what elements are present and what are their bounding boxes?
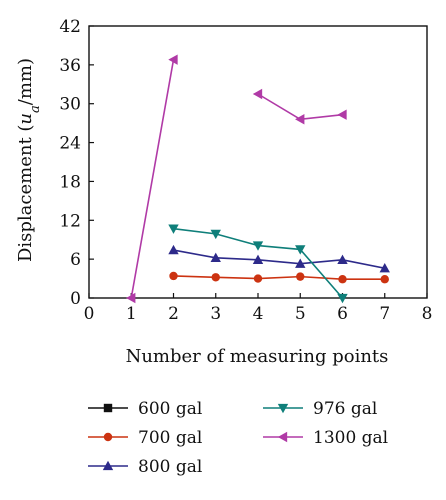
series-layer	[126, 54, 390, 304]
data-point-800-gal	[210, 252, 221, 263]
data-point-1300-gal	[337, 109, 347, 120]
data-point-700-gal	[338, 275, 347, 284]
y-tick-label: 0	[70, 289, 81, 309]
x-tick-label: 2	[168, 304, 179, 324]
legend-label: 600 gal	[138, 399, 202, 419]
legend-marker	[277, 431, 288, 443]
y-tick-label: 42	[59, 17, 81, 37]
legend-item-1300-gal: 1300 gal	[263, 428, 388, 448]
data-point-700-gal	[253, 274, 263, 283]
y-tick-label: 24	[59, 134, 81, 154]
data-point-976-gal	[337, 293, 348, 304]
x-tick-label: 7	[379, 304, 390, 324]
data-point-700-gal	[380, 275, 389, 284]
data-point-700-gal	[211, 273, 220, 282]
data-point-800-gal	[168, 244, 179, 255]
x-tick-label: 5	[295, 304, 306, 324]
legend-item-976-gal: 976 gal	[263, 399, 377, 419]
y-tick-label: 30	[59, 95, 81, 115]
data-point-976-gal	[210, 229, 221, 240]
legend-label: 700 gal	[138, 428, 202, 448]
data-point-800-gal	[337, 254, 348, 264]
y-tick-label: 36	[59, 56, 81, 76]
y-tick-label: 6	[70, 250, 81, 270]
series-line-700-gal	[173, 275, 385, 281]
x-tick-label: 0	[84, 304, 95, 324]
legend: 600 gal 700 gal 800 gal 976 gal 1300 gal	[88, 399, 388, 477]
data-point-700-gal	[169, 271, 178, 281]
series-line-1300-gal	[257, 93, 343, 121]
legend-item-800-gal: 800 gal	[88, 457, 202, 477]
y-tick-label: 12	[59, 211, 81, 231]
series-800-gal	[168, 244, 390, 273]
y-tick-label: 18	[59, 172, 81, 192]
legend-marker	[102, 460, 114, 471]
data-point-1300-gal	[126, 292, 136, 304]
data-point-1300-gal	[295, 114, 305, 125]
legend-item-700-gal: 700 gal	[88, 428, 202, 448]
legend-marker	[103, 432, 113, 442]
x-axis-label: Number of measuring points	[126, 346, 389, 367]
data-point-800-gal	[295, 258, 306, 268]
series-1300-gal	[126, 54, 347, 304]
series-line-1300-gal	[130, 59, 175, 299]
y-axis-label: Displacement (ua/mm)	[15, 58, 43, 262]
legend-label: 1300 gal	[313, 428, 388, 448]
series-line-800-gal	[173, 249, 385, 269]
x-tick-label: 3	[210, 304, 221, 324]
x-tick-label: 6	[337, 304, 348, 324]
data-point-800-gal	[252, 254, 264, 264]
legend-marker	[103, 403, 113, 413]
data-point-1300-gal	[168, 54, 178, 65]
data-point-700-gal	[296, 272, 305, 281]
series-700-gal	[169, 271, 389, 284]
legend-label: 800 gal	[138, 457, 202, 477]
data-point-1300-gal	[252, 88, 263, 100]
data-point-976-gal	[295, 245, 306, 255]
legend-item-600-gal: 600 gal	[88, 399, 202, 419]
legend-label: 976 gal	[313, 399, 377, 419]
data-point-976-gal	[252, 241, 264, 251]
data-point-976-gal	[168, 224, 179, 234]
data-point-800-gal	[379, 263, 390, 273]
legend-marker	[277, 403, 289, 414]
x-tick-label: 8	[422, 304, 433, 324]
x-tick-label: 4	[253, 304, 264, 324]
series-976-gal	[168, 224, 348, 304]
x-tick-label: 1	[126, 304, 137, 324]
